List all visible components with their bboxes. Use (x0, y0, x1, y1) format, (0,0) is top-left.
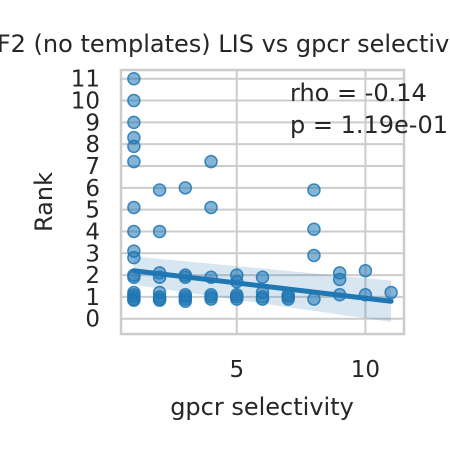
x-tick-labels: 5 10 (229, 357, 380, 383)
x-tick-label: 5 (229, 357, 244, 383)
data-point (127, 154, 141, 169)
y-axis-label: Rank (30, 172, 58, 232)
y-tick-label: 6 (85, 176, 100, 202)
y-tick-label: 10 (71, 89, 100, 115)
y-tick-label: 0 (85, 307, 100, 333)
x-tick-label: 10 (351, 357, 380, 383)
y-tick-label: 8 (85, 132, 100, 158)
data-point (127, 250, 141, 265)
data-point (127, 293, 141, 307)
y-tick-label: 2 (85, 263, 100, 289)
data-point (255, 270, 270, 285)
regression-line (131, 268, 394, 304)
y-tick-label: 9 (85, 110, 100, 136)
data-point (307, 222, 321, 237)
x-axis-label: gpcr selectivity (170, 393, 354, 421)
data-point (307, 183, 321, 197)
regression-line-path (131, 268, 394, 304)
y-tick-label: 1 (85, 285, 100, 311)
data-point (152, 183, 167, 197)
y-tick-label: 7 (85, 154, 100, 180)
data-point (178, 294, 193, 309)
annotation-rho: rho = -0.14 (290, 79, 427, 107)
data-point (204, 200, 218, 215)
y-tick-label: 5 (85, 198, 100, 224)
chart-title: AF2 (no templates) LIS vs gpcr selectivi… (0, 30, 450, 58)
data-point (307, 248, 321, 263)
data-point (152, 293, 167, 307)
y-tick-label: 3 (85, 241, 100, 267)
data-point (127, 93, 141, 108)
annotation-p: p = 1.19e-01 (290, 111, 448, 139)
data-point (255, 292, 270, 306)
data-point (332, 272, 347, 287)
plot-frame (119, 68, 406, 336)
data-point (384, 285, 398, 300)
data-point (127, 71, 141, 86)
data-point (230, 292, 244, 306)
y-tick-label: 11 (71, 67, 100, 93)
data-point (281, 292, 295, 306)
data-point (358, 263, 373, 278)
data-point (127, 224, 141, 239)
data-point (178, 181, 193, 195)
y-tick-label: 4 (85, 219, 100, 245)
data-point (152, 224, 167, 239)
data-point (127, 200, 141, 215)
data-point (204, 154, 218, 169)
data-point (127, 139, 141, 154)
data-point (127, 115, 141, 130)
data-point (204, 292, 218, 306)
